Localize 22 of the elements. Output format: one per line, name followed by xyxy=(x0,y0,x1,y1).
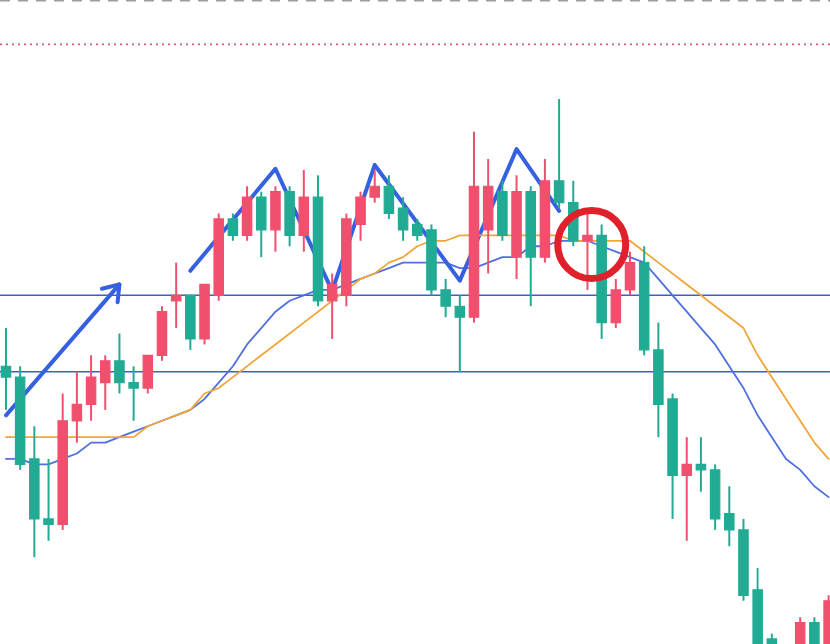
candlestick xyxy=(185,294,196,351)
candlestick xyxy=(284,185,295,248)
candlestick xyxy=(397,195,409,242)
candlestick xyxy=(695,435,707,493)
candlestick xyxy=(298,168,310,253)
candlestick xyxy=(241,185,253,242)
candlestick xyxy=(227,212,239,242)
candlestick xyxy=(624,250,636,297)
candlestick xyxy=(553,97,565,209)
candlestick xyxy=(270,185,281,253)
candlestick xyxy=(482,157,494,275)
candlestick xyxy=(99,354,111,411)
candlestick xyxy=(681,435,693,542)
candlestick xyxy=(383,174,395,220)
candlestick xyxy=(156,305,168,362)
candlestick xyxy=(255,190,267,258)
candlestick xyxy=(0,326,12,411)
candlestick xyxy=(610,277,622,329)
candlestick xyxy=(142,354,154,395)
candlestick xyxy=(497,179,508,242)
candlestick xyxy=(71,370,83,444)
candlestick xyxy=(85,354,97,422)
